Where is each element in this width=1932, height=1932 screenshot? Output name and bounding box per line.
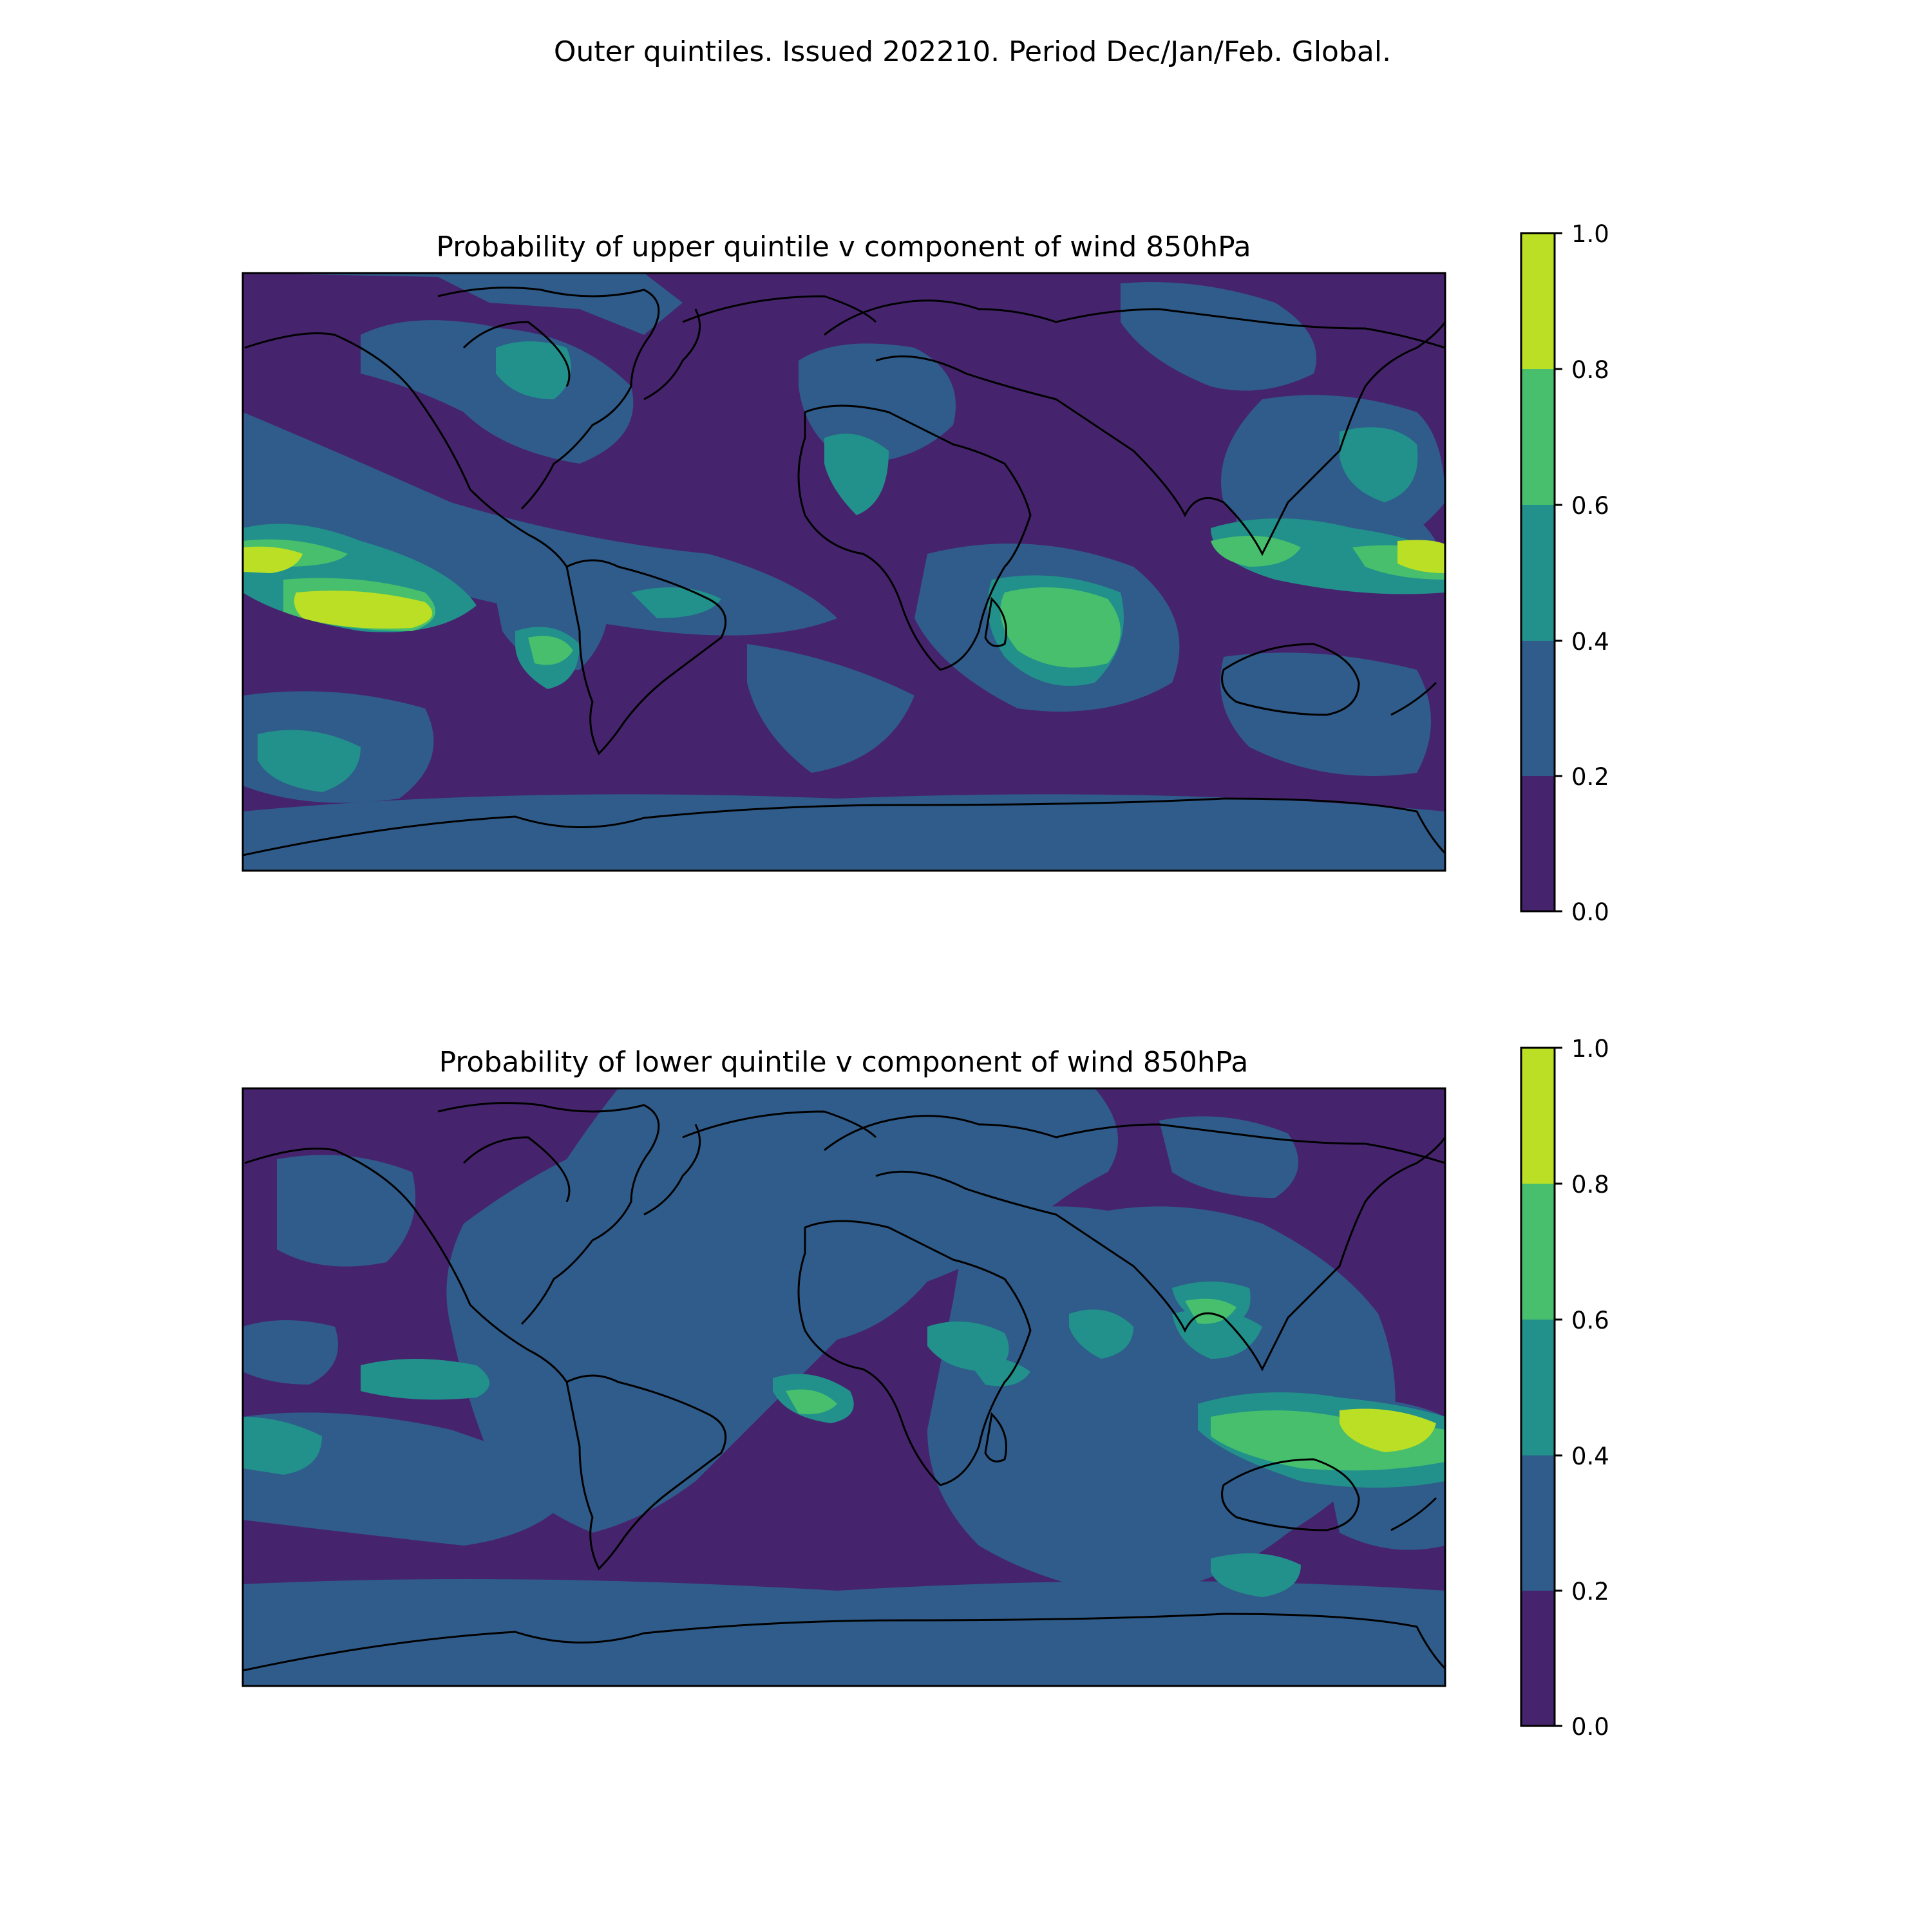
colorbar-tick-label: 0.6	[1571, 492, 1609, 520]
colorbar-band-1	[1521, 641, 1555, 776]
band-0.8-1.0	[243, 540, 1445, 629]
colorbar-tick-label: 0.0	[1571, 898, 1609, 926]
colorbar-tick-label: 0.8	[1571, 356, 1609, 384]
colorbar-tick-label: 0.2	[1571, 1578, 1609, 1605]
colorbar-band-0	[1521, 776, 1555, 911]
colorbar-band-2	[1521, 1320, 1555, 1455]
coastlines	[243, 1102, 1445, 1672]
colorbar-band-3	[1521, 1184, 1555, 1320]
colorbar-tick-label: 0.8	[1571, 1171, 1609, 1198]
panel-title: Probability of upper quintile v componen…	[436, 231, 1251, 263]
colorbar-tick-label: 0.4	[1571, 1443, 1609, 1470]
colorbar: 0.0 0.2 0.4 0.6 0.8 1.0	[1520, 220, 1609, 926]
colorbar-band-4	[1521, 233, 1555, 369]
colorbar-tick-label: 1.0	[1571, 1035, 1609, 1063]
map-field	[243, 1088, 1445, 1686]
map-field	[243, 273, 1445, 871]
colorbar-tick-label: 0.2	[1571, 763, 1609, 791]
map-frame	[242, 272, 1446, 872]
panel-title: Probability of lower quintile v componen…	[439, 1046, 1249, 1079]
colorbar-band-0	[1521, 1591, 1555, 1726]
colorbar-tick-label: 0.6	[1571, 1307, 1609, 1334]
colorbar-band-1	[1521, 1455, 1555, 1591]
map-frame	[242, 1087, 1446, 1687]
colorbar-band-4	[1521, 1048, 1555, 1184]
colorbar-band-3	[1521, 369, 1555, 505]
colorbar-frame	[1520, 1046, 1556, 1727]
colorbar: 0.0 0.2 0.4 0.6 0.8 1.0	[1520, 1035, 1609, 1741]
colorbar-tick-label: 0.0	[1571, 1713, 1609, 1741]
colorbar-frame	[1520, 232, 1556, 913]
colorbar-band-2	[1521, 505, 1555, 641]
panel-lower: Probability of lower quintile v componen…	[242, 1035, 1609, 1741]
band-0.8-1.0	[1340, 1408, 1436, 1452]
figure-suptitle: Outer quintiles. Issued 202210. Period D…	[554, 35, 1391, 68]
colorbar-tick-label: 1.0	[1571, 220, 1609, 248]
coastlines	[243, 287, 1445, 857]
colorbar-tick-label: 0.4	[1571, 628, 1609, 656]
panel-upper: Probability of upper quintile v componen…	[242, 220, 1609, 926]
band-0.2-0.4	[243, 1088, 1445, 1686]
